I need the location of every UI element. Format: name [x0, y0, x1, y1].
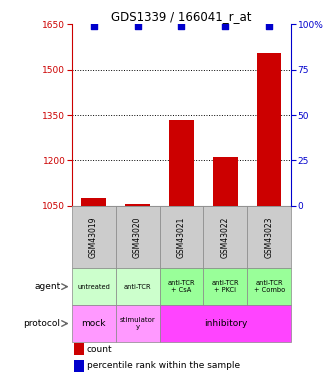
Bar	[247, 268, 291, 305]
Text: GSM43020: GSM43020	[133, 216, 142, 258]
Bar	[213, 158, 237, 206]
Bar	[72, 206, 116, 268]
Bar	[203, 268, 247, 305]
Text: agent: agent	[34, 282, 61, 291]
Text: untreated: untreated	[77, 284, 110, 290]
Bar	[257, 53, 281, 206]
Bar	[72, 268, 116, 305]
Bar	[116, 268, 160, 305]
Bar	[116, 206, 160, 268]
Bar	[74, 360, 84, 372]
Point	[267, 23, 272, 29]
Text: GSM43019: GSM43019	[89, 216, 98, 258]
Bar	[203, 206, 247, 268]
Bar	[169, 120, 193, 206]
Bar	[74, 343, 84, 355]
Bar	[82, 198, 106, 206]
Point	[91, 23, 96, 29]
Bar	[160, 268, 203, 305]
Text: GSM43022: GSM43022	[221, 216, 230, 258]
Bar	[126, 204, 150, 206]
Text: mock: mock	[81, 319, 106, 328]
Text: GSM43023: GSM43023	[265, 216, 274, 258]
Bar	[72, 305, 116, 342]
Point	[179, 23, 184, 29]
Text: percentile rank within the sample: percentile rank within the sample	[87, 361, 240, 370]
Text: anti-TCR
+ PKCi: anti-TCR + PKCi	[212, 280, 239, 293]
Text: inhibitory: inhibitory	[204, 319, 247, 328]
Point	[135, 23, 140, 29]
Text: anti-TCR
+ CsA: anti-TCR + CsA	[168, 280, 195, 293]
Text: stimulator
y: stimulator y	[120, 317, 156, 330]
Text: anti-TCR: anti-TCR	[124, 284, 151, 290]
Text: GSM43021: GSM43021	[177, 216, 186, 258]
Bar	[247, 206, 291, 268]
Point	[223, 23, 228, 29]
Bar	[116, 305, 160, 342]
Bar	[160, 206, 203, 268]
Title: GDS1339 / 166041_r_at: GDS1339 / 166041_r_at	[111, 10, 252, 23]
Text: protocol: protocol	[24, 319, 61, 328]
Text: count: count	[87, 345, 113, 354]
Bar	[160, 305, 291, 342]
Text: anti-TCR
+ Combo: anti-TCR + Combo	[254, 280, 285, 293]
